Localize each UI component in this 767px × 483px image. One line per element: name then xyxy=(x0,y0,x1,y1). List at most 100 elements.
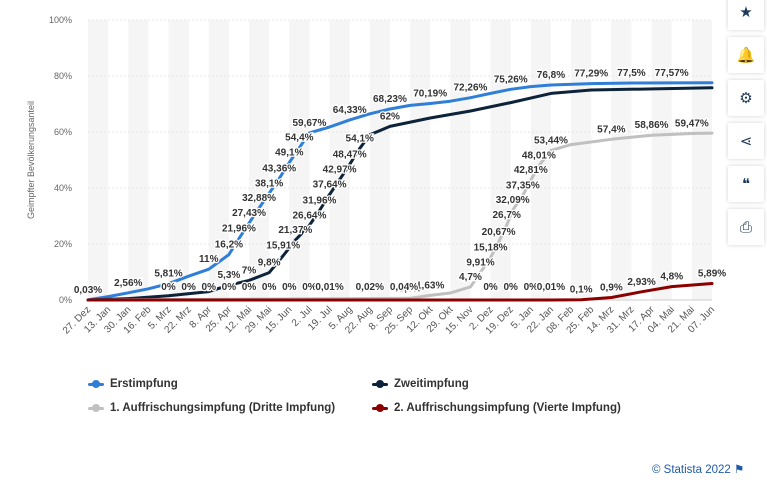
data-label: 15,18% xyxy=(474,242,508,253)
data-label: 53,44% xyxy=(534,135,568,146)
data-label: 0,04% xyxy=(390,282,418,293)
data-label: 31,96% xyxy=(303,196,337,207)
data-label: 0% xyxy=(222,282,237,293)
data-label: 0% xyxy=(503,282,518,293)
legend-swatch xyxy=(372,380,388,388)
y-tick-label: 20% xyxy=(54,239,72,249)
print-icon[interactable]: ⎙ xyxy=(728,209,764,245)
data-label: 0% xyxy=(524,282,539,293)
data-label: 77,5% xyxy=(617,68,645,79)
data-label: 59,47% xyxy=(675,118,709,129)
legend-swatch xyxy=(88,380,104,388)
data-label: 4,7% xyxy=(459,272,482,283)
series-line-3 xyxy=(86,131,714,302)
data-label: 68,23% xyxy=(373,94,407,105)
legend-label: Erstimpfung xyxy=(110,378,178,390)
data-label: 62% xyxy=(380,111,400,122)
legend-item-erstimpfung[interactable]: Erstimpfung xyxy=(88,378,178,390)
data-label: 58,86% xyxy=(635,120,669,131)
data-label: 59,67% xyxy=(292,118,326,129)
background-band xyxy=(128,20,149,300)
data-label: 48,01% xyxy=(522,151,556,162)
data-label: 2,56% xyxy=(114,278,142,289)
data-label: 0,01% xyxy=(315,282,343,293)
y-tick-label: 0% xyxy=(59,295,72,305)
data-label: 5,81% xyxy=(154,269,182,280)
data-label: 7% xyxy=(242,265,257,276)
data-label: 2,93% xyxy=(627,277,655,288)
legend-item-zweitimpfung[interactable]: Zweitimpfung xyxy=(372,378,469,390)
series-line-2 xyxy=(86,86,714,302)
data-label: 15,91% xyxy=(266,240,300,251)
gear-icon[interactable]: ⚙ xyxy=(728,80,764,116)
sidebar: ★ 🔔 ⚙ ⋖ ❝ ⎙ xyxy=(724,0,767,483)
data-label: 64,33% xyxy=(333,105,367,116)
data-label: 21,37% xyxy=(278,225,312,236)
background-band xyxy=(530,20,551,300)
background-band xyxy=(208,20,229,300)
series-line-1 xyxy=(86,81,714,302)
data-label: 54,4% xyxy=(285,133,313,144)
quote-icon[interactable]: ❝ xyxy=(728,166,764,202)
data-label: 20,67% xyxy=(482,227,516,238)
data-label: 0% xyxy=(161,282,176,293)
data-label: 0% xyxy=(262,282,277,293)
data-label: 1,63% xyxy=(416,280,444,291)
data-label: 76,8% xyxy=(537,70,565,81)
data-label: 0% xyxy=(282,282,297,293)
data-label: 70,19% xyxy=(413,88,447,99)
background-band xyxy=(571,20,592,300)
data-label: 0,1% xyxy=(570,285,593,296)
data-label: 4,8% xyxy=(660,272,683,283)
data-label: 0% xyxy=(181,282,196,293)
legend-item-vierte-impfung[interactable]: 2. Auffrischungsimpfung (Vierte Impfung) xyxy=(372,402,621,414)
y-tick-label: 80% xyxy=(54,71,72,81)
data-label: 0% xyxy=(242,282,257,293)
legend-label: 1. Auffrischungsimpfung (Dritte Impfung) xyxy=(110,402,336,414)
data-label: 21,96% xyxy=(222,224,256,235)
data-label: 77,57% xyxy=(655,68,689,79)
data-label: 26,7% xyxy=(493,210,521,221)
data-label: 5,3% xyxy=(218,270,241,281)
data-label: 43,36% xyxy=(262,164,296,175)
legend-item-dritte-impfung[interactable]: 1. Auffrischungsimpfung (Dritte Impfung) xyxy=(88,402,335,414)
flag-icon: ⚑ xyxy=(734,464,745,476)
y-axis-label: Geimpfter Bevölkerungsanteil xyxy=(26,101,36,219)
background-band xyxy=(249,20,270,300)
y-tick-label: 100% xyxy=(49,15,72,25)
data-label: 0,02% xyxy=(356,282,384,293)
legend-swatch xyxy=(88,404,104,412)
bell-icon[interactable]: 🔔 xyxy=(728,37,764,73)
data-label: 9,8% xyxy=(258,258,281,269)
star-icon[interactable]: ★ xyxy=(728,0,764,30)
data-label: 75,26% xyxy=(494,74,528,85)
data-label: 0% xyxy=(302,282,317,293)
data-label: 16,2% xyxy=(215,240,243,251)
data-label: 38,1% xyxy=(255,178,283,189)
series-line-4 xyxy=(86,282,714,302)
data-label: 77,29% xyxy=(574,69,608,80)
data-label: 32,88% xyxy=(242,193,276,204)
background-band xyxy=(369,20,390,300)
statista-credit[interactable]: © Statista 2022 ⚑ xyxy=(652,462,744,476)
share-icon[interactable]: ⋖ xyxy=(728,123,764,159)
background-band xyxy=(651,20,672,300)
data-label: 0,9% xyxy=(600,282,623,293)
data-label: 11% xyxy=(199,254,219,265)
y-tick-label: 60% xyxy=(54,127,72,137)
data-label: 27,43% xyxy=(232,208,266,219)
data-label: 0% xyxy=(202,282,217,293)
chart-background-bands xyxy=(88,20,712,300)
data-label: 48,47% xyxy=(333,149,367,160)
data-label: 72,26% xyxy=(453,83,487,94)
data-label: 37,35% xyxy=(506,180,540,191)
background-band xyxy=(450,20,471,300)
background-band xyxy=(329,20,350,300)
data-label: 0% xyxy=(483,282,498,293)
y-axis-ticks: 0% 20% 40% 60% 80% 100% xyxy=(49,15,72,305)
data-label: 32,09% xyxy=(496,195,530,206)
background-band xyxy=(611,20,632,300)
legend: Erstimpfung Zweitimpfung 1. Auffrischung… xyxy=(88,378,688,418)
data-label: 5,89% xyxy=(698,269,726,280)
